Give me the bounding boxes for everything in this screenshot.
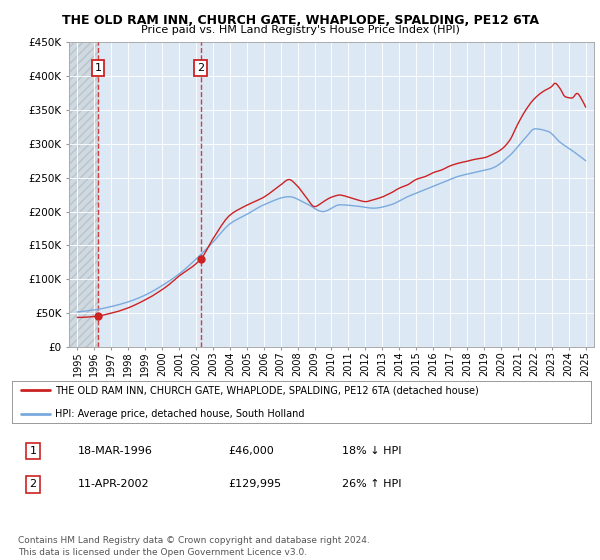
Text: 2: 2: [29, 479, 37, 489]
Text: 26% ↑ HPI: 26% ↑ HPI: [342, 479, 401, 489]
Text: 18% ↓ HPI: 18% ↓ HPI: [342, 446, 401, 456]
Text: THE OLD RAM INN, CHURCH GATE, WHAPLODE, SPALDING, PE12 6TA (detached house): THE OLD RAM INN, CHURCH GATE, WHAPLODE, …: [55, 385, 479, 395]
Bar: [69, 42, 98, 347]
Text: 1: 1: [94, 63, 101, 73]
Text: THE OLD RAM INN, CHURCH GATE, WHAPLODE, SPALDING, PE12 6TA: THE OLD RAM INN, CHURCH GATE, WHAPLODE, …: [62, 14, 539, 27]
Text: £46,000: £46,000: [228, 446, 274, 456]
Text: 2: 2: [197, 63, 205, 73]
Text: 18-MAR-1996: 18-MAR-1996: [78, 446, 153, 456]
Text: 11-APR-2002: 11-APR-2002: [78, 479, 149, 489]
Text: Contains HM Land Registry data © Crown copyright and database right 2024.
This d: Contains HM Land Registry data © Crown c…: [18, 536, 370, 557]
Text: £129,995: £129,995: [228, 479, 281, 489]
Text: 1: 1: [29, 446, 37, 456]
Text: Price paid vs. HM Land Registry's House Price Index (HPI): Price paid vs. HM Land Registry's House …: [140, 25, 460, 35]
Text: HPI: Average price, detached house, South Holland: HPI: Average price, detached house, Sout…: [55, 409, 305, 418]
